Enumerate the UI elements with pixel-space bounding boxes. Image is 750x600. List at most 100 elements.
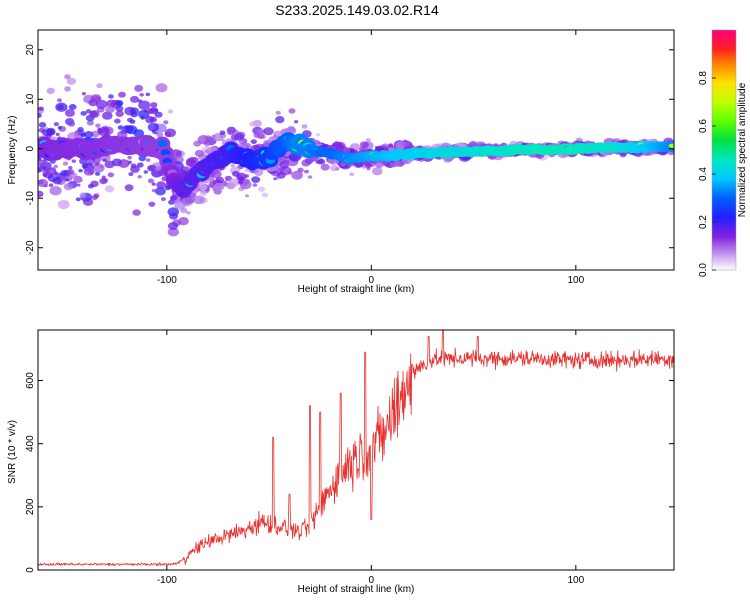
spectrogram-blob xyxy=(288,108,296,114)
spectrogram-blob xyxy=(252,183,258,187)
spectrogram-blob xyxy=(194,149,204,157)
spectrogram-blob xyxy=(57,199,70,210)
spectrogram-blob xyxy=(164,128,176,138)
spectrogram-blob xyxy=(99,178,108,185)
spectrogram-blob xyxy=(186,158,197,167)
spectrogram-blob xyxy=(64,86,71,92)
spectrogram-blob xyxy=(71,159,77,163)
spectrogram-blob xyxy=(115,105,124,112)
spectrogram-blob xyxy=(104,185,115,193)
spectrogram-blob xyxy=(301,159,311,167)
spectrogram-y-axis-label: Frequency (Hz) xyxy=(7,116,18,185)
spectrogram-blob xyxy=(366,167,371,171)
spectrogram-blob xyxy=(94,171,101,176)
spectrogram-ridge xyxy=(38,132,674,198)
spectrogram-blob xyxy=(134,84,144,92)
spectrogram-blob xyxy=(97,126,110,137)
spectrogram-blob xyxy=(204,135,212,141)
spectrogram-blob xyxy=(67,121,76,127)
spectrogram-blob xyxy=(101,175,106,179)
spectrogram-blob xyxy=(184,195,196,204)
spectrogram-blob xyxy=(90,180,99,187)
snr-y-tick-label: 400 xyxy=(25,435,36,452)
spectrogram-blob xyxy=(227,129,235,136)
spectrogram-blob xyxy=(149,107,159,115)
spectrogram-blob xyxy=(132,209,141,216)
spectrogram-blob xyxy=(117,125,124,130)
snr-axes: -100 0 100 0 200 400 600 xyxy=(25,330,674,586)
spectrogram-blob xyxy=(294,120,299,124)
spectrogram-blob xyxy=(80,132,87,137)
snr-x-tick-label: -100 xyxy=(157,575,177,586)
spectrogram-blob xyxy=(145,92,151,97)
spectrogram-blob xyxy=(91,130,100,138)
spectrogram-blob xyxy=(147,122,160,132)
snr-y-tick-label: 200 xyxy=(25,498,36,515)
spectrogram-blob xyxy=(68,166,73,170)
spectrogram-blob xyxy=(143,170,148,174)
spectrogram-blob xyxy=(66,169,75,175)
spectrogram-blob xyxy=(68,104,77,110)
spectrogram-blob xyxy=(232,170,240,177)
spectrogram-blob xyxy=(193,195,205,205)
spectrogram-blob xyxy=(343,147,351,154)
spectrogram-blob xyxy=(143,109,148,113)
spectrogram-blob xyxy=(89,110,100,118)
spectrogram-blob xyxy=(94,162,99,167)
spectrogram-blob xyxy=(149,164,157,171)
spectrogram-blob xyxy=(198,183,208,191)
spectrogram-blob xyxy=(64,74,71,80)
spectrogram-frame xyxy=(37,29,675,271)
spectrogram-blob xyxy=(349,172,355,177)
spectrogram-blob xyxy=(256,133,265,139)
spectrogram-blob xyxy=(107,172,115,178)
spectrogram-y-tick-label: 0 xyxy=(25,146,36,152)
spectrogram-blob xyxy=(125,125,138,135)
colorbar-label: Normalized spectral amplitude xyxy=(737,82,748,217)
spectrogram-blob xyxy=(145,116,155,124)
spectrogram-blob xyxy=(137,175,142,179)
spectrogram-blob xyxy=(263,127,274,136)
spectrogram-blob xyxy=(170,195,178,201)
spectrogram-blob xyxy=(251,176,261,184)
spectrogram-blob xyxy=(118,91,126,98)
spectrogram-blob xyxy=(230,163,236,168)
spectrogram-blob xyxy=(291,170,303,180)
spectrogram-blob xyxy=(124,184,134,192)
colorbar-tick-label: 0.6 xyxy=(698,119,709,133)
spectrogram-y-tick-label: -20 xyxy=(25,240,36,255)
spectrogram-blob xyxy=(104,160,115,169)
spectrogram-blob xyxy=(129,107,139,115)
spectrogram-blob xyxy=(115,100,124,107)
spectrogram-blob xyxy=(118,159,130,168)
spectrogram-blob xyxy=(275,130,282,137)
spectrogram-blob xyxy=(275,110,281,115)
spectrogram-x-axis-label: Height of straight line (km) xyxy=(298,284,415,295)
spectrogram-blob xyxy=(372,167,383,176)
spectrogram-blob xyxy=(249,121,257,127)
spectrogram-blob xyxy=(60,170,68,176)
spectrogram-blob xyxy=(140,116,146,120)
spectrogram-blob xyxy=(48,168,56,174)
spectrogram-blob xyxy=(155,83,168,93)
snr-series-line xyxy=(38,330,674,567)
spectrogram-blob xyxy=(60,174,68,181)
spectrogram-blob xyxy=(145,158,151,162)
spectrogram-blob xyxy=(66,77,77,85)
spectrogram-blob xyxy=(108,94,114,99)
spectrogram-blob xyxy=(167,227,179,237)
spectrogram-blob xyxy=(211,134,216,139)
spectrogram-blob xyxy=(62,161,69,166)
spectrogram-blob xyxy=(169,212,179,220)
spectrogram-blob xyxy=(228,178,240,187)
spectrogram-blob xyxy=(93,193,100,198)
spectrogram-blob xyxy=(55,132,60,136)
spectrogram-blob xyxy=(365,138,371,142)
spectrogram-blob xyxy=(130,163,137,168)
spectrogram-blob xyxy=(44,126,49,130)
spectrogram-blob xyxy=(38,179,49,188)
snr-x-tick-label: 100 xyxy=(567,575,584,586)
spectrogram-blob xyxy=(105,106,115,114)
